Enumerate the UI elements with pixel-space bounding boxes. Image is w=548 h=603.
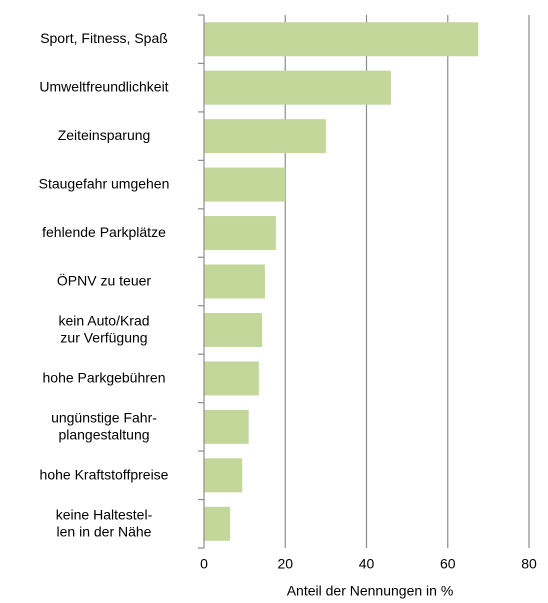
bar (204, 119, 326, 154)
y-tick-label-line: ÖPNV zu teuer (57, 271, 151, 288)
y-tick-label-line: zur Verfügung (60, 329, 147, 345)
y-tick-label: keine Haltestel-len in der Nähe (56, 506, 153, 539)
y-tick-label: hohe Kraftstoffpreise (40, 466, 169, 482)
x-tick-label: 60 (440, 556, 456, 572)
y-tick-label-line: hohe Parkgebühren (43, 369, 166, 385)
y-tick-label-line: fehlende Parkplätze (42, 224, 166, 240)
y-tick-label: kein Auto/Krad zur Verfügung (58, 312, 149, 345)
bar (204, 312, 263, 347)
bar (204, 458, 243, 493)
bar (204, 264, 265, 299)
y-tick-label-line: keine Haltestel- (56, 506, 153, 522)
y-tick-label: Staugefahr umgehen (39, 175, 170, 191)
x-axis-title: Anteil der Nennungen in % (287, 583, 454, 599)
y-tick-label-line: Umweltfreundlichkeit (39, 78, 168, 94)
x-tick-label: 40 (359, 556, 375, 572)
bar (204, 70, 391, 105)
bar (204, 216, 276, 251)
x-tick-label: 0 (200, 556, 208, 572)
bar (204, 506, 230, 541)
y-tick-label: hohe Parkgebühren (43, 369, 166, 385)
y-tick-label: Umweltfreundlichkeit (39, 78, 168, 94)
y-tick-label-line: kein Auto/Krad (58, 312, 149, 328)
x-tick-label: 80 (521, 556, 537, 572)
y-tick-label-line: plangestaltung (58, 426, 149, 442)
y-tick-label-line: ungünstige Fahr- (51, 409, 157, 425)
x-tick-label: 20 (277, 556, 293, 572)
bar (204, 22, 479, 57)
y-tick-label: fehlende Parkplätze (42, 224, 166, 240)
y-tick-label-line: Sport, Fitness, Spaß (40, 30, 168, 46)
y-tick-label-line: len in der Nähe (57, 523, 152, 539)
bar (204, 361, 259, 396)
bar (204, 167, 286, 202)
bar (204, 409, 249, 444)
y-tick-label: ungünstige Fahr-plangestaltung (51, 409, 157, 442)
y-tick-label: Zeiteinsparung (58, 127, 151, 143)
y-tick-label-line: Zeiteinsparung (58, 127, 151, 143)
y-tick-label: Sport, Fitness, Spaß (40, 30, 168, 46)
y-tick-label-line: Staugefahr umgehen (39, 175, 170, 191)
y-tick-label: ÖPNV zu teuer (57, 271, 151, 288)
y-tick-label-line: hohe Kraftstoffpreise (40, 466, 169, 482)
